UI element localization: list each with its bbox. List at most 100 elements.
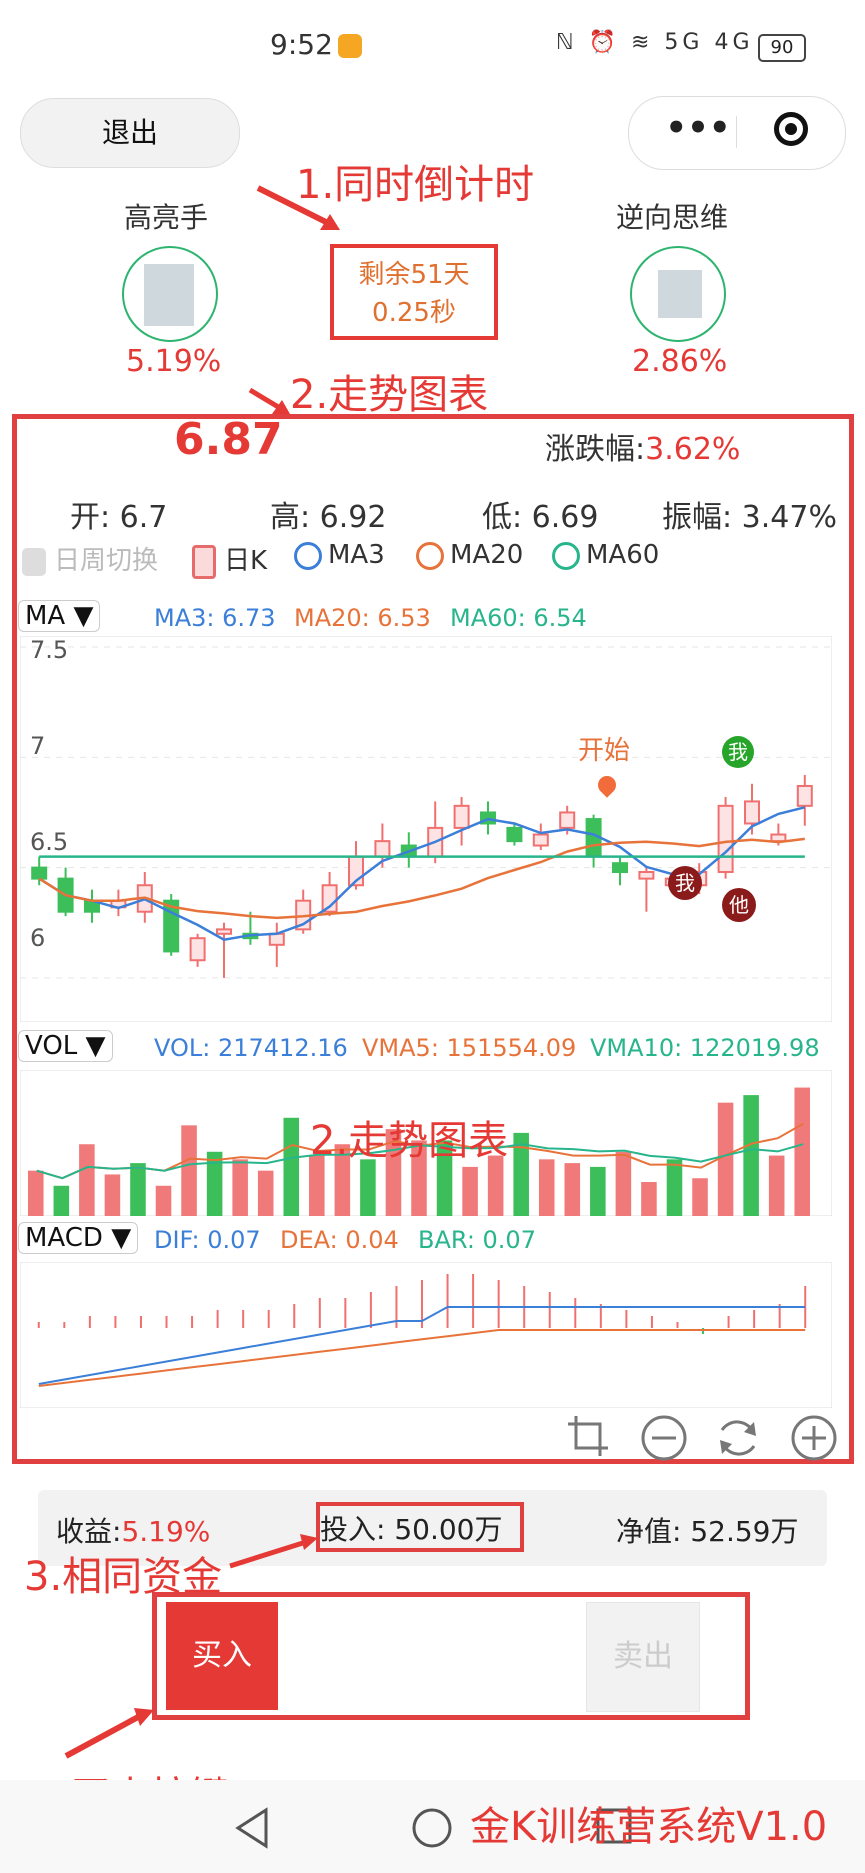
volume-bar [28,1170,44,1216]
volume-bar [411,1140,427,1216]
annotation-chart: 2.走势图表 [290,372,489,418]
countdown-timer: 剩余51天 0.25秒 [330,244,498,340]
open-price: 开: 6.7 [70,500,168,535]
back-icon[interactable] [232,1806,272,1850]
legend-ma60[interactable]: MA60 [552,540,659,570]
volume-bar [206,1151,223,1216]
dea-value: DEA: 0.04 [280,1226,399,1254]
candle-body [559,811,576,829]
volume-bar [487,1155,504,1216]
ma3-value: MA3: 6.73 [154,604,276,632]
volume-bar [794,1087,810,1216]
player-left-return: 5.19% [126,344,222,379]
ma60-circle-icon [552,541,580,570]
candle-body [31,866,48,880]
candle-body [770,833,787,843]
legend-day-k[interactable]: 日K [192,540,267,579]
recents-icon[interactable] [594,1806,634,1846]
net-value: 净值: 52.59万 [616,1515,799,1548]
profit-value: 5.19% [121,1515,211,1548]
macd-indicator-select[interactable]: MACD ▼ [18,1222,139,1254]
change-label: 涨跌幅: [545,432,646,467]
system-nav-bar [0,1780,865,1873]
invested-capital: 投入: 50.00万 [320,1513,503,1546]
volume-bar [283,1117,300,1216]
status-bar: 9:52 ℕ ⏰ ≋ 5G 4G 90 [0,0,865,95]
buy-button[interactable]: 买入 [166,1602,278,1710]
candle-body [374,840,391,858]
volume-bar [257,1170,274,1216]
macd-chart[interactable] [20,1262,832,1408]
player-right-name: 逆向思维 [616,201,729,234]
legend-ma3[interactable]: MA3 [294,540,385,570]
my-sell-marker: 我 [668,866,702,900]
vma10-value: VMA10: 122019.98 [590,1034,820,1062]
mini-program-capsule [628,96,846,170]
volume-bar [615,1151,632,1216]
home-icon[interactable] [410,1806,454,1850]
candle-body [189,937,206,962]
candle-body [744,800,760,825]
high-price: 高: 6.92 [270,500,387,535]
zoom-out-icon[interactable] [640,1414,688,1462]
volume-bar [436,1140,453,1216]
close-target-icon[interactable] [774,112,808,146]
legend-ma20[interactable]: MA20 [416,540,523,570]
avatar-face [144,264,194,326]
ma20-line [38,837,805,920]
candle-body [532,833,549,847]
sell-button[interactable]: 卖出 [586,1602,700,1712]
candle-body [453,804,470,829]
profit-label: 收益: [56,1515,122,1548]
candle-body [638,871,655,880]
y-tick-6.5: 6.5 [30,828,69,856]
legend-week-switch[interactable]: 日周切换 [22,540,158,577]
dif-value: DIF: 0.07 [154,1226,261,1254]
candle-body [268,932,285,946]
player-right-return: 2.86% [632,344,728,379]
annotation-chart-2: 2.走势图表 [310,1118,509,1164]
volume-bar [641,1182,657,1216]
start-marker-label: 开始 [578,736,631,766]
ma20-value: MA20: 6.53 [294,604,431,632]
opponent-marker: 他 [722,888,756,922]
legend-switch-label: 日周切换 [54,546,159,576]
notification-icon [338,34,362,58]
chart-legend: 日周切换 日K MA3 MA20 MA60 [22,540,842,579]
volume-bar [181,1125,197,1216]
capsule-divider [736,116,737,148]
volume-bar [155,1185,172,1216]
ma-indicator-select[interactable]: MA ▼ [18,600,101,632]
annotation-arrow-2 [248,387,290,414]
candle-body [506,826,523,843]
candlestick-chart[interactable] [20,636,832,1022]
crop-icon[interactable] [566,1414,610,1460]
candle-body [717,804,734,874]
footer-system-version: 金K训练营系统V1.0 [470,1804,828,1850]
zoom-in-icon[interactable] [790,1414,838,1462]
y-tick-6: 6 [30,924,46,952]
my-buy-marker: 我 [722,736,754,768]
vol-indicator-select[interactable]: VOL ▼ [18,1030,113,1062]
volume-bar [743,1095,759,1216]
close-target-dot [785,123,797,135]
refresh-icon[interactable] [714,1414,762,1462]
bar-value: BAR: 0.07 [418,1226,536,1254]
volume-bar [334,1144,351,1216]
low-price: 低: 6.69 [482,500,599,535]
volume-bar [232,1159,248,1216]
legend-dayk-label: 日K [224,546,268,576]
daily-k-icon [192,544,216,579]
amplitude: 振幅: 3.47% [662,500,837,535]
volume-bar [692,1178,708,1216]
more-menu-icon[interactable]: ••• [665,108,731,148]
legend-ma60-label: MA60 [586,540,660,570]
clock: 9:52 [270,28,333,61]
dif-line [38,1306,806,1385]
timer-days: 剩余51天 [358,260,470,290]
vma5-value: VMA5: 151554.09 [362,1034,577,1062]
volume-chart[interactable] [20,1070,832,1216]
volume-bar [513,1132,529,1216]
exit-button[interactable]: 退出 [20,98,240,168]
profit: 收益:5.19% [56,1510,210,1550]
